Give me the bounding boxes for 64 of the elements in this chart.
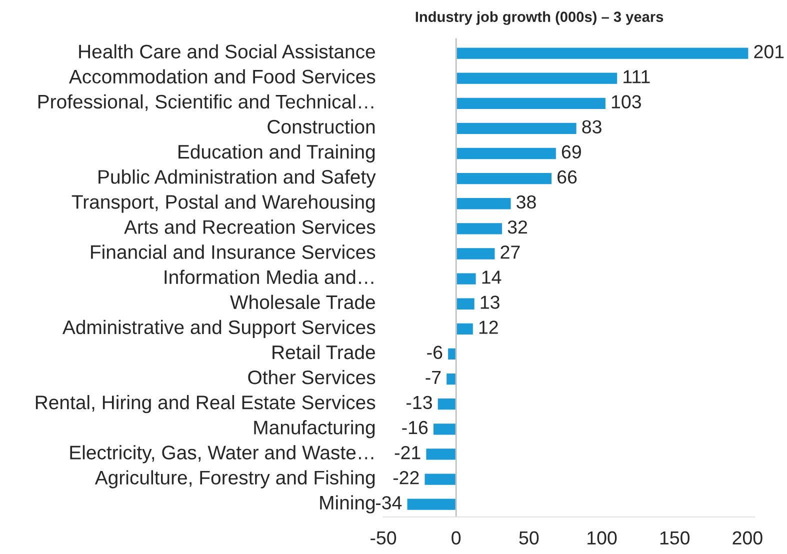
data-label: 103 — [612, 95, 641, 108]
y-tick-label: Rental, Hiring and Real Estate Services — [36, 395, 376, 414]
data-label: 27 — [500, 246, 520, 259]
y-tick-label: Manufacturing — [254, 420, 375, 438]
x-tick-label: 150 — [660, 531, 690, 545]
bar — [446, 347, 457, 361]
y-tick-label: Financial and Insurance Services — [91, 244, 376, 259]
data-label: 32 — [508, 220, 528, 234]
y-tick-label: Transport, Postal and Warehousing — [72, 194, 375, 213]
bar — [455, 196, 512, 211]
bar — [445, 372, 457, 386]
data-label: -7 — [426, 371, 441, 384]
y-tick-label: Electricity, Gas, Water and Waste… — [70, 445, 374, 464]
y-tick-label: Other Services — [248, 370, 376, 384]
y-tick-label: Health Care and Social Assistance — [79, 44, 375, 58]
y-tick-label: Education and Training — [178, 144, 375, 163]
bar — [455, 121, 578, 136]
bar — [455, 96, 607, 110]
x-tick-label: 200 — [732, 531, 762, 545]
bar — [406, 497, 457, 512]
data-label: 83 — [582, 120, 602, 134]
x-tick-label: -50 — [370, 531, 396, 545]
data-label: -13 — [406, 396, 432, 410]
bar — [455, 71, 618, 86]
bar — [432, 422, 457, 436]
x-tick-label: 50 — [519, 531, 539, 545]
data-label: 13 — [480, 296, 500, 309]
bar — [455, 272, 478, 286]
bar — [424, 447, 457, 462]
bar — [455, 322, 474, 336]
data-label: -22 — [393, 471, 419, 484]
bar — [455, 246, 496, 261]
y-tick-label: Construction — [268, 119, 375, 134]
x-tick-label: 100 — [588, 531, 617, 545]
chart-title: Industry job growth (000s) – 3 years — [416, 11, 664, 25]
bar — [455, 222, 504, 236]
data-label: 38 — [516, 195, 536, 209]
y-tick-label: Wholesale Trade — [230, 294, 375, 310]
y-tick-label: Retail Trade — [272, 344, 375, 360]
y-tick-label: Public Administration and Safety — [98, 170, 376, 188]
y-tick-label: Information Media and… — [164, 270, 374, 284]
data-label: 201 — [754, 45, 784, 58]
data-label: -21 — [394, 446, 420, 460]
data-label: 111 — [624, 70, 650, 84]
bar — [423, 472, 457, 486]
data-label: 14 — [482, 270, 502, 284]
x-tick-label: 0 — [452, 531, 461, 545]
data-label: 69 — [562, 145, 581, 159]
data-label: -6 — [427, 346, 442, 360]
data-label: 66 — [558, 170, 577, 184]
y-tick-label: Agriculture, Forestry and Fishing — [94, 470, 375, 488]
y-tick-label: Accommodation and Food Services — [68, 69, 376, 84]
data-label: -16 — [402, 420, 428, 434]
bar — [436, 397, 457, 412]
bar — [455, 296, 476, 311]
data-label: -34 — [376, 496, 402, 510]
bar — [455, 46, 750, 60]
y-tick-label: Arts and Recreation Services — [124, 220, 376, 234]
y-tick-label: Professional, Scientific and Technical… — [38, 94, 374, 111]
y-tick-label: Mining — [320, 495, 375, 514]
data-label: 12 — [479, 320, 498, 334]
bar — [455, 146, 558, 160]
y-tick-label: Administrative and Support Services — [62, 320, 376, 338]
bar — [455, 172, 553, 186]
